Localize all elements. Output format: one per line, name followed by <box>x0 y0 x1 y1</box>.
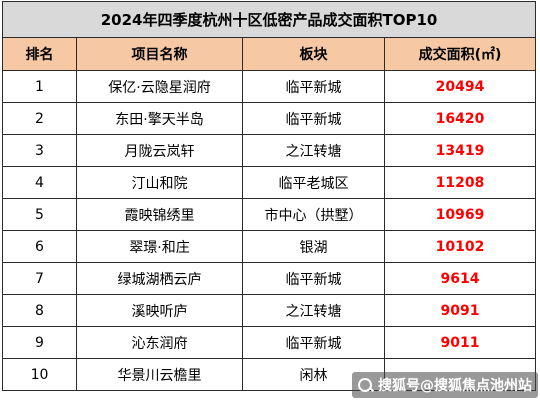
rank-cell: 9 <box>2 326 77 359</box>
block-cell: 银湖 <box>242 230 385 263</box>
block-cell: 之江转塘 <box>242 134 385 167</box>
area-cell: 10969 <box>383 198 537 231</box>
header-area: 成交面积(㎡) <box>383 37 537 71</box>
rank-cell: 6 <box>2 230 77 263</box>
rank-cell: 8 <box>2 294 77 327</box>
area-cell: 9614 <box>383 262 537 295</box>
area-cell: 9091 <box>383 294 537 327</box>
project-cell: 溪映听庐 <box>76 294 243 327</box>
block-cell: 临平新城 <box>242 262 385 295</box>
ranking-table: 2024年四季度杭州十区低密产品成交面积TOP10 排名 项目名称 板块 成交面… <box>1 1 537 391</box>
project-cell: 翠璟·和庄 <box>76 230 243 263</box>
header-rank: 排名 <box>2 37 77 71</box>
table-row: 5 霞映锦绣里 市中心（拱墅） 10969 <box>2 198 537 231</box>
table-row: 3 月陇云岚轩 之江转塘 13419 <box>2 134 537 167</box>
table-row: 7 绿城湖栖云庐 临平新城 9614 <box>2 262 537 295</box>
rank-cell: 5 <box>2 198 77 231</box>
project-cell: 月陇云岚轩 <box>76 134 243 167</box>
project-cell: 汀山和院 <box>76 166 243 199</box>
table-row: 6 翠璟·和庄 银湖 10102 <box>2 230 537 263</box>
area-cell: 20494 <box>383 70 537 103</box>
table-header-row: 排名 项目名称 板块 成交面积(㎡) <box>2 37 537 71</box>
block-cell: 之江转塘 <box>242 294 385 327</box>
rank-cell: 7 <box>2 262 77 295</box>
table-row: 2 东田·擎天半岛 临平新城 16420 <box>2 102 537 135</box>
area-cell: 13419 <box>383 134 537 167</box>
table-title-row: 2024年四季度杭州十区低密产品成交面积TOP10 <box>1 1 537 38</box>
table-row: 4 汀山和院 临平老城区 11208 <box>2 166 537 199</box>
table-title: 2024年四季度杭州十区低密产品成交面积TOP10 <box>1 1 537 38</box>
block-cell: 临平新城 <box>242 70 385 103</box>
block-cell: 临平新城 <box>242 326 385 359</box>
rank-cell: 1 <box>2 70 77 103</box>
rank-cell: 2 <box>2 102 77 135</box>
header-project: 项目名称 <box>76 37 243 71</box>
rank-cell: 10 <box>2 358 77 391</box>
project-cell: 保亿·云隐星润府 <box>76 70 243 103</box>
area-cell: 10102 <box>383 230 537 263</box>
watermark-text: 搜狐号@搜狐焦点池州站 <box>378 378 532 394</box>
area-cell: 9011 <box>383 326 537 359</box>
watermark: 搜狐号@搜狐焦点池州站 <box>352 372 538 398</box>
project-cell: 华景川云檐里 <box>76 358 243 391</box>
header-block: 板块 <box>242 37 385 71</box>
table-row: 8 溪映听庐 之江转塘 9091 <box>2 294 537 327</box>
area-cell: 16420 <box>383 102 537 135</box>
table-row: 9 沁东润府 临平新城 9011 <box>2 326 537 359</box>
project-cell: 绿城湖栖云庐 <box>76 262 243 295</box>
area-cell: 11208 <box>383 166 537 199</box>
search-icon <box>358 378 372 392</box>
block-cell: 临平老城区 <box>242 166 385 199</box>
project-cell: 霞映锦绣里 <box>76 198 243 231</box>
table-row: 1 保亿·云隐星润府 临平新城 20494 <box>2 70 537 103</box>
rank-cell: 4 <box>2 166 77 199</box>
project-cell: 沁东润府 <box>76 326 243 359</box>
block-cell: 市中心（拱墅） <box>242 198 385 231</box>
block-cell: 临平新城 <box>242 102 385 135</box>
rank-cell: 3 <box>2 134 77 167</box>
project-cell: 东田·擎天半岛 <box>76 102 243 135</box>
